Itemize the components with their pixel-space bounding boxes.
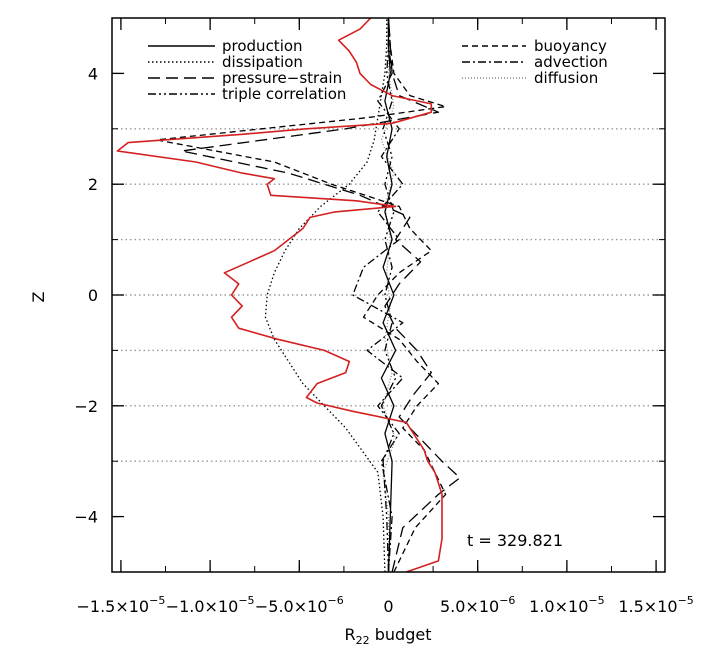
y-tick-label: −2 bbox=[74, 397, 98, 416]
legend-label: diffusion bbox=[534, 69, 598, 87]
legend-label: buoyancy bbox=[534, 37, 607, 55]
legend-label: triple correlation bbox=[222, 85, 346, 103]
series-line-diffusion bbox=[380, 18, 397, 572]
legend-left: productiondissipationpressure−straintrip… bbox=[148, 37, 346, 103]
legend-label: pressure−strain bbox=[222, 69, 342, 87]
x-tick-label: 1.0×10−5 bbox=[529, 594, 604, 616]
x-tick-label: 0 bbox=[383, 597, 393, 616]
legend-label: dissipation bbox=[222, 53, 303, 71]
series-line-red-curve bbox=[116, 17, 443, 573]
y-tick-label: 4 bbox=[88, 64, 98, 83]
x-tick-label: −1.0×10−5 bbox=[166, 594, 255, 616]
series-line-advection bbox=[352, 18, 404, 573]
y-axis-title: Z bbox=[29, 291, 48, 302]
series-line-triple-correlation bbox=[380, 18, 397, 573]
y-tick-label: 0 bbox=[88, 286, 98, 305]
plot-frame bbox=[111, 17, 666, 573]
grid-lines bbox=[112, 128, 665, 462]
series-lines bbox=[116, 17, 461, 573]
series-line-pressure-strain bbox=[180, 17, 461, 573]
legend-label: advection bbox=[534, 53, 608, 71]
y-tick-label: −4 bbox=[74, 508, 98, 527]
x-tick-label: 1.5×10−5 bbox=[618, 594, 693, 616]
x-tick-labels: −1.5×10−5 −1.0×10−5 −5.0×10−6 0 5.0×10−6 1.0×… bbox=[76, 594, 693, 616]
time-annotation: t = 329.821 bbox=[467, 531, 563, 550]
legend-label: production bbox=[222, 37, 303, 55]
x-tick-label: −5.0×10−6 bbox=[255, 594, 344, 616]
axis-ticks bbox=[112, 17, 665, 573]
y-tick-label: 2 bbox=[88, 175, 98, 194]
x-tick-label: 5.0×10−6 bbox=[440, 594, 515, 616]
x-axis-title: R22 budget bbox=[345, 625, 432, 647]
series-line-production bbox=[380, 18, 397, 573]
x-tick-label: −1.5×10−5 bbox=[76, 594, 165, 616]
y-tick-labels: −4 −2 0 2 4 bbox=[74, 64, 98, 526]
